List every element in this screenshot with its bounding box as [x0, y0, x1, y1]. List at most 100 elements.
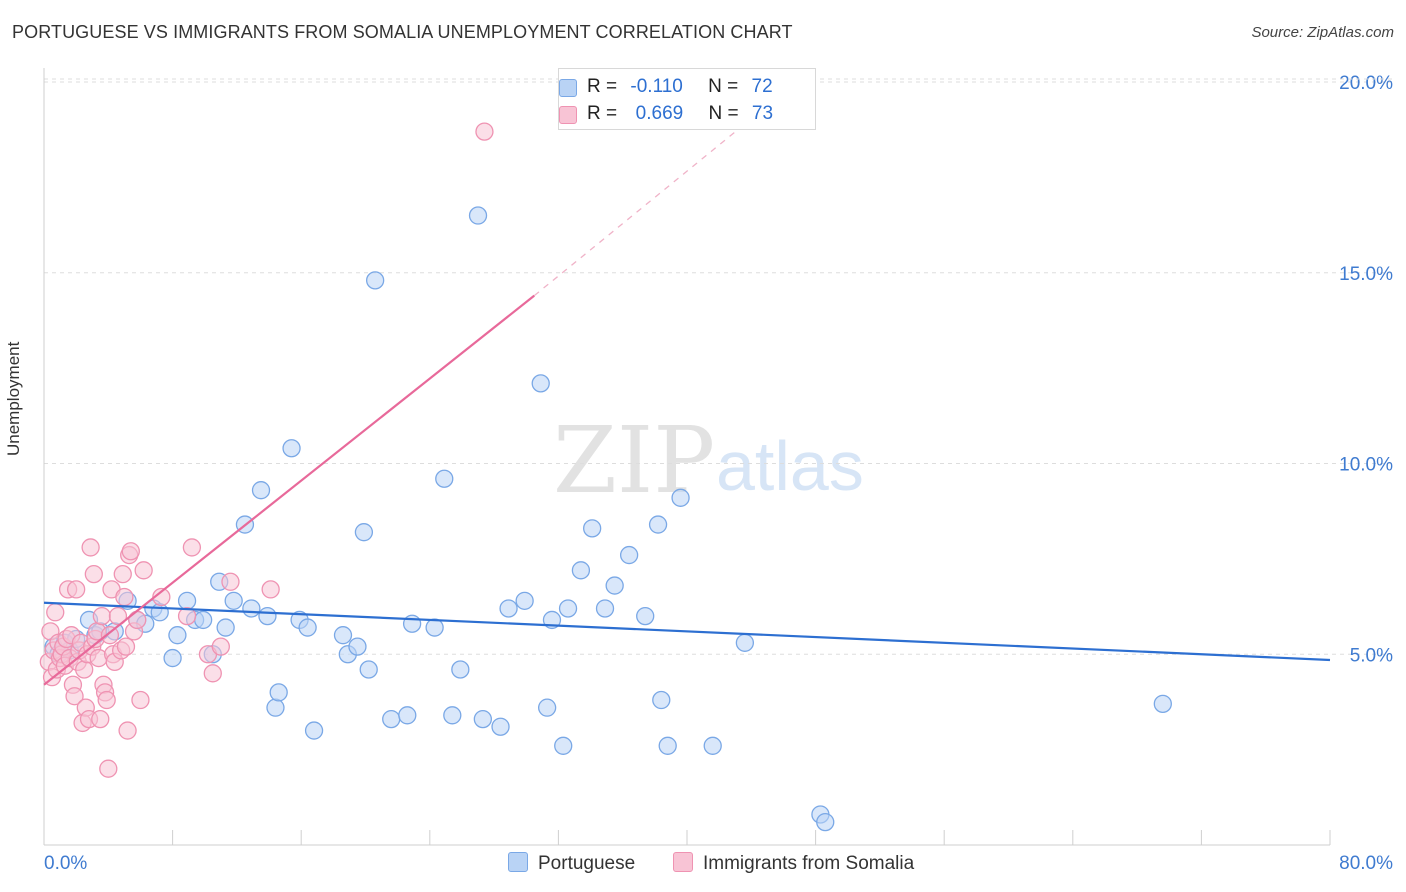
somalia-trend-line	[43, 294, 535, 686]
portuguese-point	[398, 706, 417, 725]
portuguese-point	[468, 206, 488, 225]
somalia-point	[177, 606, 197, 626]
somalia-point	[99, 759, 118, 778]
portuguese-point	[658, 736, 677, 755]
somalia-point	[81, 538, 100, 557]
somalia-point	[92, 606, 112, 626]
y-tick-label: 20.0%	[1339, 73, 1393, 94]
somalia-point	[128, 610, 147, 630]
portuguese-point	[304, 721, 324, 740]
x-tick-label: 80.0%	[1339, 853, 1393, 874]
y-tick-label: 10.0%	[1339, 455, 1393, 476]
n-label: N =	[708, 76, 739, 97]
portuguese-point	[515, 591, 534, 610]
bottom-legend-portuguese: Portuguese	[508, 852, 635, 875]
portuguese-point	[333, 626, 353, 645]
portuguese-point	[269, 683, 288, 702]
portuguese-point	[473, 709, 492, 729]
blue-swatch-icon	[508, 852, 528, 872]
portuguese-point	[671, 488, 690, 507]
portuguese-point	[382, 709, 401, 729]
portuguese-point	[348, 637, 367, 656]
x-tick-label: 0.0%	[44, 853, 87, 874]
portuguese-point	[583, 519, 602, 538]
portuguese-point	[282, 439, 301, 458]
portuguese-point	[619, 545, 639, 565]
somalia-point	[91, 709, 110, 729]
somalia-point	[84, 564, 103, 584]
n-label: N =	[708, 103, 739, 124]
n-value: 73	[751, 103, 774, 124]
portuguese-point	[168, 626, 187, 645]
portuguese-point	[224, 591, 243, 610]
portuguese-point	[242, 599, 261, 618]
portuguese-point	[499, 599, 518, 618]
portuguese-point	[531, 374, 550, 393]
somalia-point	[108, 606, 128, 626]
portuguese-point	[735, 633, 755, 652]
portuguese-point	[1153, 694, 1172, 713]
portuguese-point	[816, 812, 835, 832]
portuguese-point	[605, 576, 624, 595]
somalia-point	[97, 690, 116, 710]
somalia-point	[46, 603, 65, 622]
somalia-point	[203, 664, 222, 683]
portuguese-point	[193, 610, 213, 630]
legend-row-somalia: R = 0.669 N = 73	[559, 103, 774, 125]
bottom-legend-somalia: Immigrants from Somalia	[673, 852, 914, 875]
watermark-zip: ZIP	[553, 407, 715, 514]
portuguese-point	[163, 648, 182, 668]
portuguese-point	[491, 717, 510, 736]
portuguese-point	[251, 481, 271, 500]
r-label: R =	[587, 76, 618, 97]
portuguese-point	[558, 599, 578, 618]
somalia-point	[113, 564, 132, 584]
watermark-atlas: atlas	[716, 427, 864, 505]
somalia-point	[115, 587, 134, 607]
somalia-point	[134, 561, 153, 580]
portuguese-point	[266, 698, 285, 717]
somalia-trend-extension	[533, 123, 746, 297]
portuguese-point	[435, 469, 454, 488]
y-tick-label: 5.0%	[1350, 645, 1393, 666]
portuguese-point	[652, 690, 671, 710]
somalia-point	[116, 637, 136, 656]
chart-title: PORTUGUESE VS IMMIGRANTS FROM SOMALIA UN…	[12, 22, 793, 42]
correlation-legend: R = -0.110 N = 72 R = 0.669 N = 73	[558, 68, 816, 130]
somalia-point	[121, 542, 140, 561]
pink-swatch-icon	[673, 852, 693, 872]
somalia-point	[221, 572, 240, 591]
somalia-point	[211, 637, 230, 656]
portuguese-point	[359, 660, 378, 679]
portuguese-point	[571, 561, 591, 580]
portuguese-point	[554, 736, 573, 755]
somalia-point	[261, 580, 280, 599]
blue-swatch-icon	[559, 79, 577, 97]
portuguese-point	[354, 523, 374, 542]
portuguese-point	[365, 271, 385, 290]
portuguese-point	[703, 736, 722, 755]
portuguese-point	[298, 618, 317, 637]
y-tick-label: 15.0%	[1339, 264, 1393, 285]
somalia-point	[182, 538, 202, 557]
portuguese-point	[150, 603, 169, 622]
r-label: R =	[587, 103, 618, 124]
somalia-point	[100, 626, 120, 645]
somalia-point	[75, 660, 94, 679]
somalia-point	[67, 580, 86, 599]
portuguese-point	[177, 591, 197, 610]
pink-swatch-icon	[559, 106, 577, 124]
somalia-point	[131, 690, 150, 710]
portuguese-point	[451, 660, 470, 679]
legend-row-portuguese: R = -0.110 N = 72	[559, 76, 773, 98]
portuguese-point	[537, 698, 557, 717]
portuguese-point	[595, 599, 615, 618]
portuguese-point	[636, 606, 655, 626]
y-axis-label: Unemployment	[4, 341, 23, 456]
portuguese-point	[258, 606, 277, 626]
portuguese-point	[216, 618, 235, 637]
portuguese-trend-line	[43, 601, 1331, 662]
portuguese-point	[648, 515, 668, 534]
somalia-point	[475, 122, 494, 141]
source-note: Source: ZipAtlas.com	[1251, 24, 1394, 41]
